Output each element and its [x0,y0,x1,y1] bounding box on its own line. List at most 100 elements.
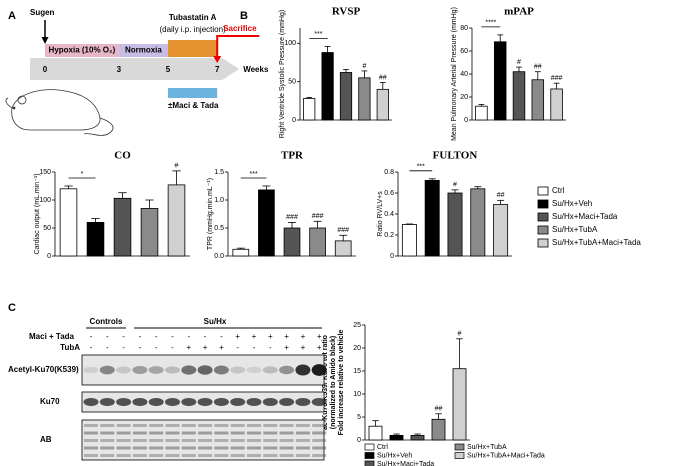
band [83,366,99,374]
band [83,398,99,406]
band [148,366,164,374]
band [311,398,327,406]
band [263,424,278,427]
y-tick-label: 0 [464,117,468,124]
significance-label: ## [534,64,542,71]
band [230,398,246,406]
band [312,424,327,427]
significance-label: ## [379,74,387,81]
band [165,454,180,457]
arrow [216,35,260,60]
band [116,366,132,374]
band [279,439,294,442]
band [149,424,164,427]
significance-label: **** [485,20,496,27]
treatment-sign: + [317,343,322,352]
band [100,431,115,435]
band [181,446,196,450]
y-tick-label: 15 [353,368,361,375]
legend-swatch [454,452,465,459]
legend-label: Su/Hx+Veh [552,199,592,208]
band [132,398,148,406]
band [295,454,310,457]
significance-label: ## [435,406,443,413]
significance-label: # [453,182,457,189]
label: Tubastatin A [169,13,217,22]
band [84,454,98,457]
band [214,454,229,457]
band [116,446,131,450]
y-tick-label: 1.5 [214,169,224,176]
group-label: Su/Hx [204,317,227,326]
label: Sacrifice [223,24,257,33]
y-tick-label: 80 [460,25,468,32]
row-label: AB [40,435,52,444]
y-tick-label: 0 [47,253,51,260]
week-tick: 7 [215,65,220,74]
bar [303,98,316,121]
y-tick-label: 150 [39,169,51,176]
y-tick-label: 5 [357,414,361,421]
band [198,446,213,450]
treatment-sign: + [252,332,257,341]
significance-label: ### [551,75,563,82]
significance-label: # [362,63,366,70]
band [312,439,327,442]
band [295,446,310,450]
band [311,364,327,376]
band [100,439,115,442]
legend-swatch [537,199,549,209]
arrowhead [41,37,49,44]
hypoxia-box [45,44,119,57]
y-tick-label: 40 [460,71,468,78]
y-tick-label: 0.0 [214,253,224,260]
treatment-sign: + [301,343,306,352]
band [181,439,196,442]
band [279,431,294,435]
chart-title: CO [114,150,131,162]
band [197,365,213,375]
treatment-sign: - [236,343,239,352]
timeline-arrow [30,58,240,80]
significance-label: # [517,59,521,66]
legend-label: Su/Hx+TubA [467,444,507,451]
band [181,431,196,435]
legend-swatch [537,225,549,235]
y-tick-label: 0.2 [384,232,394,239]
label: Sugen [30,8,55,17]
legend-swatch [537,238,549,248]
bar [550,88,563,121]
band [181,424,196,427]
band [100,424,115,427]
band [116,454,131,457]
y-axis-label: ac-Ku70 K539/ Ku70 tot ratio [322,335,329,430]
band [132,431,147,435]
legend-swatch [364,460,375,466]
band [132,446,147,450]
treatment-label: Maci + Tada [29,332,75,341]
band [262,398,278,406]
significance-label: ## [497,192,505,199]
y-tick-label: 0.4 [384,211,394,218]
band [214,431,229,435]
bar [358,77,371,121]
blot-panel [81,419,325,461]
row-label: Acetyl-Ku70(K539) [8,365,79,374]
band [279,454,294,457]
band [116,431,131,435]
y-axis-label: Right Ventricle Systolic Pressure (mmHg) [279,10,286,138]
bar [531,79,545,121]
treatment-sign: + [268,332,273,341]
legend-label: Ctrl [552,186,565,195]
legend-label: Su/Hx+TubA+Maci+Tada [552,238,641,247]
significance-label: # [458,331,462,338]
treatment-sign: - [139,343,142,352]
treatment-sign: - [139,332,142,341]
band [181,398,197,406]
band [116,398,132,406]
band [214,424,229,427]
legend-label: Su/Hx+TubA+Maci+Tada [467,452,545,459]
bar [167,184,186,257]
bar [86,221,105,257]
